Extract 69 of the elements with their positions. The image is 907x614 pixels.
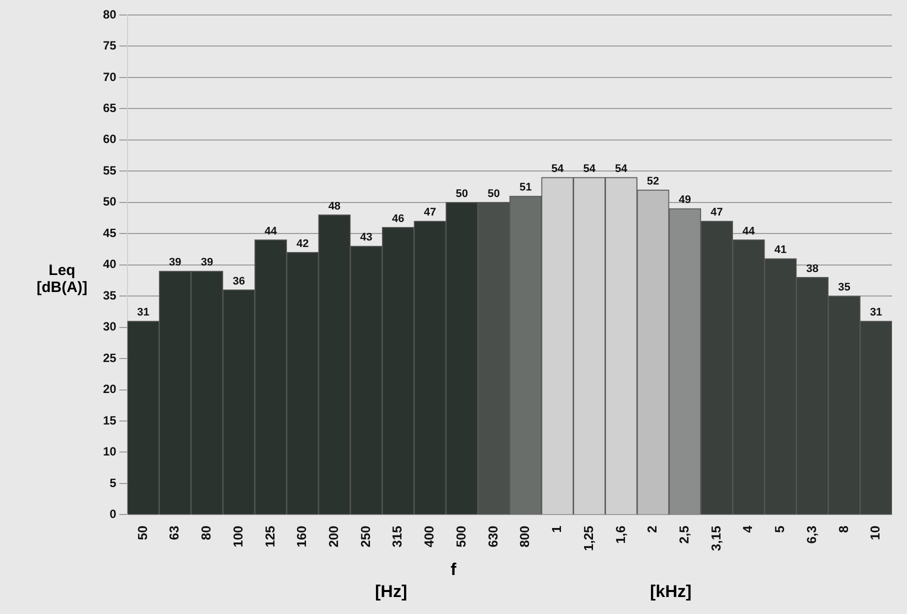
x-tick-label: 4	[740, 524, 756, 533]
data-label: 47	[424, 206, 436, 219]
data-label: 38	[806, 262, 818, 275]
y-tick-label: 60	[102, 132, 117, 146]
data-label: 36	[232, 275, 245, 288]
y-tick-label: 65	[102, 101, 117, 116]
y-tick-label: 20	[102, 382, 117, 396]
data-label: 39	[169, 256, 182, 269]
x-tick-label: 500	[453, 526, 468, 548]
data-label: 49	[678, 194, 692, 206]
data-label: 52	[646, 175, 660, 188]
text: [Hz]	[375, 582, 408, 602]
data-label: 50	[488, 188, 500, 200]
y-tick-label: 50	[102, 194, 117, 209]
x-tick-label: 2,5	[676, 526, 692, 544]
y-tick-label: 80	[102, 7, 117, 22]
x-tick-label: 50	[134, 526, 150, 540]
data-label: 46	[392, 212, 404, 225]
x-tick-label: 315	[390, 526, 405, 548]
y-tick-label: 15	[102, 413, 117, 428]
x-tick-label: 125	[262, 526, 278, 548]
y-tick-label: 45	[102, 226, 117, 240]
x-tick-label: 1	[549, 526, 564, 533]
y-axis-title: Leq [dB(A)]	[36, 262, 88, 296]
x-tick-label: 400	[422, 526, 437, 548]
y-tick-label: 30	[102, 320, 117, 334]
x-tick-label: 2	[644, 526, 660, 533]
x-tick-label: 160	[294, 526, 310, 548]
x-tick-label: 63	[166, 526, 182, 540]
data-label: 50	[456, 188, 468, 200]
data-label: 48	[328, 200, 341, 212]
y-tick-label: 75	[102, 38, 117, 53]
y-tick-label: 70	[102, 70, 117, 84]
y-tick-label: 25	[102, 350, 117, 365]
y-tick-label: 0	[110, 507, 117, 522]
data-label: 31	[870, 306, 882, 319]
data-label: 47	[710, 206, 723, 219]
x-tick-label: 250	[358, 526, 373, 548]
x-tick-label: 800	[517, 526, 532, 548]
data-label: 42	[296, 238, 309, 250]
x-tick-label: 100	[230, 526, 246, 548]
y-tick-label: 10	[102, 444, 117, 459]
y-tick-label: 5	[110, 476, 117, 490]
x-tick-label: 1,25	[580, 526, 596, 552]
x-tick-label: 8	[836, 526, 851, 533]
data-label: 54	[615, 162, 628, 175]
x-tick-label: 80	[198, 526, 214, 540]
data-label: 39	[200, 256, 214, 269]
data-label: 44	[264, 225, 278, 238]
x-tick-label: 200	[326, 526, 342, 548]
x-tick-label: 10	[868, 526, 883, 540]
data-label: 54	[583, 162, 596, 175]
y-tick-label: 40	[102, 257, 117, 272]
x-tick-label: 630	[485, 526, 500, 548]
data-label: 31	[137, 306, 150, 319]
y-tick-label: 35	[102, 288, 117, 302]
y-tick-label: 55	[102, 163, 117, 178]
data-label: 41	[774, 244, 787, 256]
data-label: 54	[551, 162, 564, 175]
x-tick-label: 1,6	[612, 526, 628, 544]
x-tick-label: 5	[772, 526, 788, 533]
data-label: 51	[519, 182, 532, 194]
text: [kHz]	[650, 582, 692, 602]
x-tick-label: 3,15	[708, 526, 724, 552]
data-label: 35	[838, 282, 850, 294]
data-label: 43	[360, 232, 372, 244]
x-tick-label: 6,3	[804, 526, 819, 544]
data-label: 44	[742, 225, 756, 238]
x-axis-title: f	[450, 560, 458, 580]
